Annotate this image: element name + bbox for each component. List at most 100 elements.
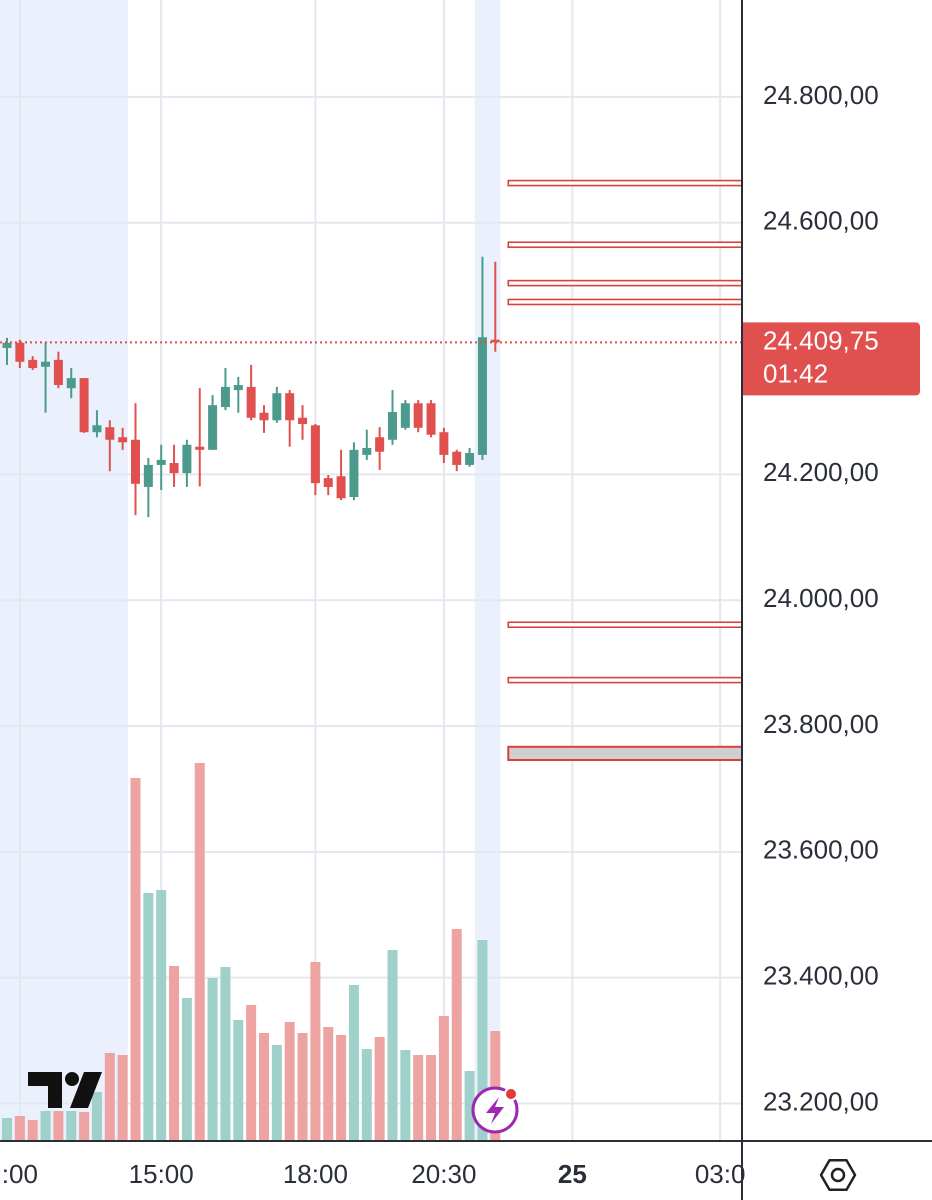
x-tick-label: :00 xyxy=(2,1159,38,1189)
candle-body xyxy=(452,451,462,465)
volume-bar xyxy=(233,1020,244,1140)
volume-bar xyxy=(181,998,192,1140)
candle-body xyxy=(310,425,320,484)
x-tick-label: 18:00 xyxy=(283,1159,348,1189)
level-line xyxy=(507,621,742,629)
volume-bar xyxy=(66,1111,77,1140)
candle-body xyxy=(182,444,192,474)
level-line xyxy=(507,298,742,306)
volume-bar xyxy=(194,763,205,1140)
volume-bar xyxy=(297,1033,308,1140)
settings-hexagon xyxy=(819,1159,857,1191)
tradingview-logo xyxy=(28,1072,102,1108)
volume-bar xyxy=(14,1116,25,1140)
logo-v xyxy=(70,1072,102,1108)
volume-bar xyxy=(490,1031,501,1140)
volume-bar xyxy=(361,1049,372,1140)
candle-body xyxy=(15,342,25,362)
volume-bar xyxy=(220,967,231,1140)
candle-body xyxy=(490,339,500,343)
volume-bar xyxy=(258,1033,269,1140)
volume-bar xyxy=(91,1092,102,1140)
y-tick-label: 24.600,00 xyxy=(763,206,879,236)
y-tick-label: 24.000,00 xyxy=(763,583,879,613)
volume-bar xyxy=(246,1005,257,1140)
y-tick-label: 24.200,00 xyxy=(763,457,879,487)
volume-bar xyxy=(207,978,218,1140)
candle-body xyxy=(272,393,282,421)
volume-bar xyxy=(27,1120,38,1140)
volume-bar xyxy=(2,1118,13,1140)
candle-body xyxy=(118,437,128,443)
volume-bar xyxy=(271,1045,282,1140)
candle-body xyxy=(92,425,102,433)
candle-body xyxy=(477,337,487,455)
volume-bar xyxy=(464,1071,475,1140)
volume-bar xyxy=(130,778,141,1140)
volume-bar xyxy=(156,890,167,1140)
x-tick-label: 15:00 xyxy=(129,1159,194,1189)
volume-bar xyxy=(169,966,180,1140)
volume-bar xyxy=(284,1022,295,1140)
level-line xyxy=(507,279,742,287)
volume-bar xyxy=(400,1050,411,1140)
level-line xyxy=(507,179,742,187)
y-tick-label: 23.400,00 xyxy=(763,961,879,991)
candle-body xyxy=(439,432,449,455)
volume-bar xyxy=(53,1111,64,1140)
candle-body xyxy=(336,476,346,499)
volume-bar xyxy=(310,962,321,1140)
candle-body xyxy=(400,403,410,428)
candle-body xyxy=(246,386,256,418)
volume-bar xyxy=(40,1111,51,1140)
level-line xyxy=(507,676,742,684)
volume-bar xyxy=(323,1027,334,1140)
volume-bar xyxy=(477,940,488,1140)
candle-body xyxy=(375,437,385,452)
candle-body xyxy=(195,446,205,450)
y-tick-label: 23.800,00 xyxy=(763,709,879,739)
candle-body xyxy=(323,478,333,487)
session-shade xyxy=(0,0,128,1140)
candle-body xyxy=(259,412,269,421)
candle-body xyxy=(131,439,140,484)
volume-bar xyxy=(336,1035,347,1140)
candle-body xyxy=(2,342,12,348)
candle-body xyxy=(298,417,308,425)
candle-body xyxy=(465,452,475,465)
volume-bar xyxy=(104,1053,115,1140)
candle-body xyxy=(156,459,166,465)
y-tick-label: 24.800,00 xyxy=(763,80,879,110)
last-price-box xyxy=(742,322,920,396)
logo-dot xyxy=(65,1072,79,1086)
candle-body xyxy=(285,393,295,421)
candle-body xyxy=(53,359,63,386)
y-tick-label: 23.600,00 xyxy=(763,835,879,865)
volume-bar xyxy=(117,1055,128,1140)
x-tick-label: 25 xyxy=(558,1159,587,1189)
countdown-label: 01:42 xyxy=(763,358,828,388)
last-price-label: 24.409,75 xyxy=(763,325,879,355)
volume-bar xyxy=(451,929,462,1140)
x-tick-label: 03:0 xyxy=(695,1159,746,1189)
candle-body xyxy=(387,412,397,440)
logo-t xyxy=(28,1072,62,1108)
candle-body xyxy=(208,405,218,450)
candle-body xyxy=(413,403,423,428)
settings-center xyxy=(830,1167,846,1183)
candle-body xyxy=(426,403,436,435)
candle-body xyxy=(169,463,179,474)
candle-body xyxy=(79,378,89,433)
settings-icon xyxy=(819,1159,857,1191)
volume-bar xyxy=(374,1037,385,1140)
level-line xyxy=(507,241,742,249)
candle-body xyxy=(143,464,153,487)
candle-body xyxy=(41,361,51,367)
lightning-icon xyxy=(471,1086,519,1134)
volume-bar xyxy=(387,950,398,1140)
volume-bar xyxy=(426,1055,437,1140)
y-tick-label: 23.200,00 xyxy=(763,1086,879,1116)
